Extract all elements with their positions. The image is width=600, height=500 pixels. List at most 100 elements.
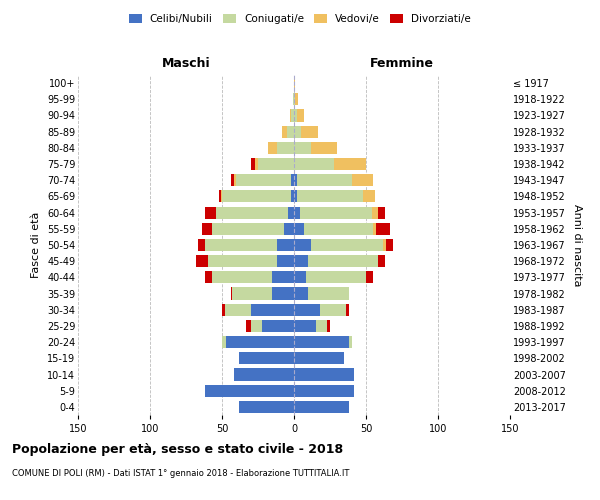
Bar bbox=[205, 239, 277, 251]
Bar bbox=[294, 142, 311, 154]
Bar bbox=[373, 222, 376, 235]
Text: COMUNE DI POLI (RM) - Dati ISTAT 1° gennaio 2018 - Elaborazione TUTTITALIA.IT: COMUNE DI POLI (RM) - Dati ISTAT 1° genn… bbox=[12, 469, 349, 478]
Bar bbox=[363, 190, 374, 202]
Bar bbox=[212, 272, 272, 283]
Bar bbox=[383, 239, 386, 251]
Bar bbox=[205, 272, 212, 283]
Bar bbox=[346, 304, 349, 316]
Bar bbox=[268, 142, 277, 154]
Bar bbox=[272, 288, 294, 300]
Bar bbox=[297, 174, 352, 186]
Bar bbox=[294, 126, 301, 138]
Bar bbox=[233, 174, 236, 186]
Bar bbox=[262, 320, 294, 332]
Bar bbox=[377, 255, 385, 268]
Bar bbox=[225, 304, 251, 316]
Bar bbox=[251, 158, 255, 170]
Y-axis label: Fasce di età: Fasce di età bbox=[31, 212, 41, 278]
Bar bbox=[255, 158, 258, 170]
Bar bbox=[311, 142, 337, 154]
Bar bbox=[301, 126, 319, 138]
Bar bbox=[251, 320, 262, 332]
Bar bbox=[216, 206, 288, 218]
Bar bbox=[277, 239, 294, 251]
Bar bbox=[294, 110, 297, 122]
Bar bbox=[222, 336, 226, 348]
Bar bbox=[230, 288, 232, 300]
Bar bbox=[294, 368, 355, 380]
Bar bbox=[304, 222, 373, 235]
Bar bbox=[308, 255, 377, 268]
Bar bbox=[283, 126, 287, 138]
Bar bbox=[202, 222, 212, 235]
Legend: Celibi/Nubili, Coniugati/e, Vedovi/e, Divorziati/e: Celibi/Nubili, Coniugati/e, Vedovi/e, Di… bbox=[125, 10, 475, 29]
Bar bbox=[291, 110, 294, 122]
Bar bbox=[316, 320, 327, 332]
Bar bbox=[294, 239, 311, 251]
Bar bbox=[219, 190, 221, 202]
Bar bbox=[239, 352, 294, 364]
Bar bbox=[294, 336, 349, 348]
Bar bbox=[327, 320, 330, 332]
Bar bbox=[294, 206, 300, 218]
Bar bbox=[372, 206, 377, 218]
Bar bbox=[377, 206, 385, 218]
Bar bbox=[294, 352, 344, 364]
Bar bbox=[232, 288, 272, 300]
Bar bbox=[297, 190, 363, 202]
Bar bbox=[226, 336, 294, 348]
Bar bbox=[277, 255, 294, 268]
Bar bbox=[288, 206, 294, 218]
Bar bbox=[291, 190, 294, 202]
Bar bbox=[376, 222, 391, 235]
Bar bbox=[308, 288, 349, 300]
Bar bbox=[212, 222, 284, 235]
Bar bbox=[293, 93, 294, 106]
Bar bbox=[349, 336, 352, 348]
Bar bbox=[239, 401, 294, 413]
Bar bbox=[272, 272, 294, 283]
Bar bbox=[305, 272, 366, 283]
Bar bbox=[284, 222, 294, 235]
Bar bbox=[352, 174, 373, 186]
Bar bbox=[294, 158, 334, 170]
Bar bbox=[294, 320, 316, 332]
Bar bbox=[386, 239, 394, 251]
Bar bbox=[236, 174, 291, 186]
Bar bbox=[294, 174, 297, 186]
Bar bbox=[295, 93, 298, 106]
Bar bbox=[294, 190, 297, 202]
Bar bbox=[294, 401, 349, 413]
Text: Maschi: Maschi bbox=[161, 57, 211, 70]
Text: Femmine: Femmine bbox=[370, 57, 434, 70]
Bar bbox=[277, 142, 294, 154]
Bar bbox=[294, 255, 308, 268]
Bar bbox=[366, 272, 373, 283]
Bar bbox=[197, 239, 205, 251]
Bar bbox=[258, 158, 294, 170]
Bar bbox=[334, 158, 366, 170]
Y-axis label: Anni di nascita: Anni di nascita bbox=[572, 204, 583, 286]
Bar bbox=[294, 93, 295, 106]
Bar bbox=[233, 368, 294, 380]
Bar bbox=[208, 255, 277, 268]
Bar bbox=[294, 77, 295, 89]
Bar bbox=[251, 304, 294, 316]
Bar bbox=[294, 384, 355, 397]
Bar bbox=[294, 222, 304, 235]
Bar bbox=[297, 110, 304, 122]
Bar bbox=[247, 320, 251, 332]
Bar bbox=[311, 239, 383, 251]
Bar bbox=[294, 288, 308, 300]
Bar bbox=[294, 272, 305, 283]
Bar bbox=[205, 384, 294, 397]
Bar bbox=[290, 110, 291, 122]
Bar bbox=[300, 206, 372, 218]
Bar bbox=[221, 190, 222, 202]
Bar bbox=[205, 206, 216, 218]
Text: Popolazione per età, sesso e stato civile - 2018: Popolazione per età, sesso e stato civil… bbox=[12, 442, 343, 456]
Bar bbox=[287, 126, 294, 138]
Bar bbox=[230, 174, 233, 186]
Bar bbox=[291, 174, 294, 186]
Bar bbox=[320, 304, 346, 316]
